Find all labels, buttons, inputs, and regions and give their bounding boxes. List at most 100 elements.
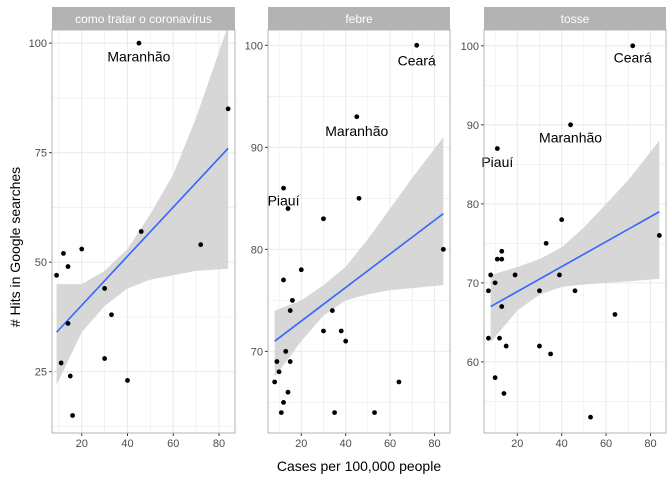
data-point — [486, 335, 491, 341]
confidence-band — [490, 140, 660, 343]
y-tick-label: 80 — [251, 244, 263, 256]
data-point — [102, 356, 108, 361]
data-point — [537, 288, 542, 294]
data-point — [138, 229, 144, 234]
data-point — [537, 343, 542, 349]
point-annotation: Piauí — [268, 192, 300, 208]
data-point — [612, 312, 618, 317]
data-point — [285, 206, 291, 211]
data-point — [486, 288, 491, 294]
data-point — [70, 413, 75, 418]
data-point — [557, 272, 562, 278]
data-point — [356, 195, 362, 201]
facet-strip — [268, 7, 450, 30]
point-annotation: Piauí — [481, 154, 513, 170]
data-point — [109, 312, 114, 318]
data-point — [198, 242, 204, 248]
facet-strip — [484, 7, 666, 30]
confidence-band — [56, 30, 229, 385]
panel-3: tosse 20 40 60 80 60 70 80 90 100 Ceará Maranhão Pia… — [461, 7, 667, 450]
x-tick-label: 80 — [213, 438, 225, 450]
data-point — [102, 286, 108, 291]
facet-strip-label: como tratar o coronavírus — [75, 12, 212, 26]
data-point — [283, 348, 289, 354]
point-annotation: Ceará — [614, 50, 652, 66]
data-point — [499, 304, 505, 309]
x-tick-label: 60 — [167, 438, 179, 450]
data-point — [568, 122, 573, 128]
data-point — [290, 297, 295, 303]
data-point — [281, 185, 286, 191]
regression-line — [274, 213, 444, 342]
data-point — [494, 146, 500, 151]
data-point — [225, 106, 231, 112]
data-point — [321, 328, 326, 334]
panel-border — [267, 29, 451, 434]
x-tick-label: 40 — [340, 438, 352, 450]
point-annotation: Maranhão — [539, 129, 602, 145]
x-tick-label: 80 — [644, 438, 656, 450]
x-tick-label: 20 — [511, 438, 523, 450]
y-tick-label: 100 — [29, 38, 47, 50]
facet-strip-label: febre — [345, 12, 373, 26]
data-point — [343, 338, 349, 344]
data-point — [559, 217, 565, 223]
data-point — [499, 256, 505, 262]
data-point — [276, 369, 282, 375]
data-point — [278, 410, 284, 415]
point-annotation: Maranhão — [107, 48, 170, 64]
data-point — [54, 272, 59, 278]
y-tick-label: 100 — [245, 40, 263, 52]
data-point — [588, 414, 593, 420]
data-point — [501, 391, 507, 396]
data-point — [492, 280, 498, 286]
data-point — [494, 256, 500, 262]
y-tick-label: 100 — [461, 41, 479, 53]
y-tick-label: 90 — [251, 142, 263, 154]
panel-border — [483, 29, 667, 434]
data-point — [354, 114, 360, 120]
data-point — [125, 378, 130, 383]
y-tick-label: 70 — [251, 346, 263, 358]
data-point — [499, 248, 505, 254]
x-axis-title: Cases per 100,000 people — [277, 458, 441, 474]
data-point — [497, 335, 502, 341]
y-tick-label: 60 — [467, 357, 479, 369]
panel-2: febre 20 40 60 80 70 80 90 100 Ceará Maranhão Piauí — [245, 7, 451, 450]
y-axis-title: # Hits in Google searches — [7, 167, 23, 327]
data-point — [543, 240, 549, 246]
point-annotation: Maranhão — [325, 123, 388, 139]
regression-line — [490, 211, 660, 308]
regression-line — [55, 147, 229, 333]
x-tick-label: 20 — [76, 438, 88, 450]
data-point — [338, 328, 344, 334]
x-tick-label: 20 — [295, 438, 307, 450]
data-point — [274, 359, 280, 364]
y-tick-label: 90 — [467, 120, 479, 132]
data-point — [281, 399, 286, 405]
y-tick-label: 80 — [467, 199, 479, 211]
facet-strip-label: tosse — [561, 12, 590, 26]
x-tick-label: 40 — [556, 438, 568, 450]
data-point — [572, 288, 578, 294]
data-point — [503, 343, 509, 349]
data-point — [488, 272, 494, 278]
data-point — [414, 42, 420, 48]
data-point — [630, 43, 636, 49]
data-point — [285, 389, 291, 395]
data-point — [332, 410, 337, 415]
data-point — [298, 267, 304, 273]
data-point — [440, 246, 446, 252]
data-point — [136, 40, 142, 46]
facet-strip — [52, 7, 235, 30]
y-tick-label: 75 — [35, 148, 47, 160]
x-tick-label: 60 — [600, 438, 612, 450]
x-tick-label: 80 — [428, 438, 440, 450]
data-point — [61, 251, 66, 256]
point-annotation: Ceará — [398, 53, 436, 69]
data-point — [67, 373, 73, 379]
confidence-band — [274, 137, 444, 377]
data-point — [492, 375, 498, 381]
panel-border — [51, 29, 236, 434]
